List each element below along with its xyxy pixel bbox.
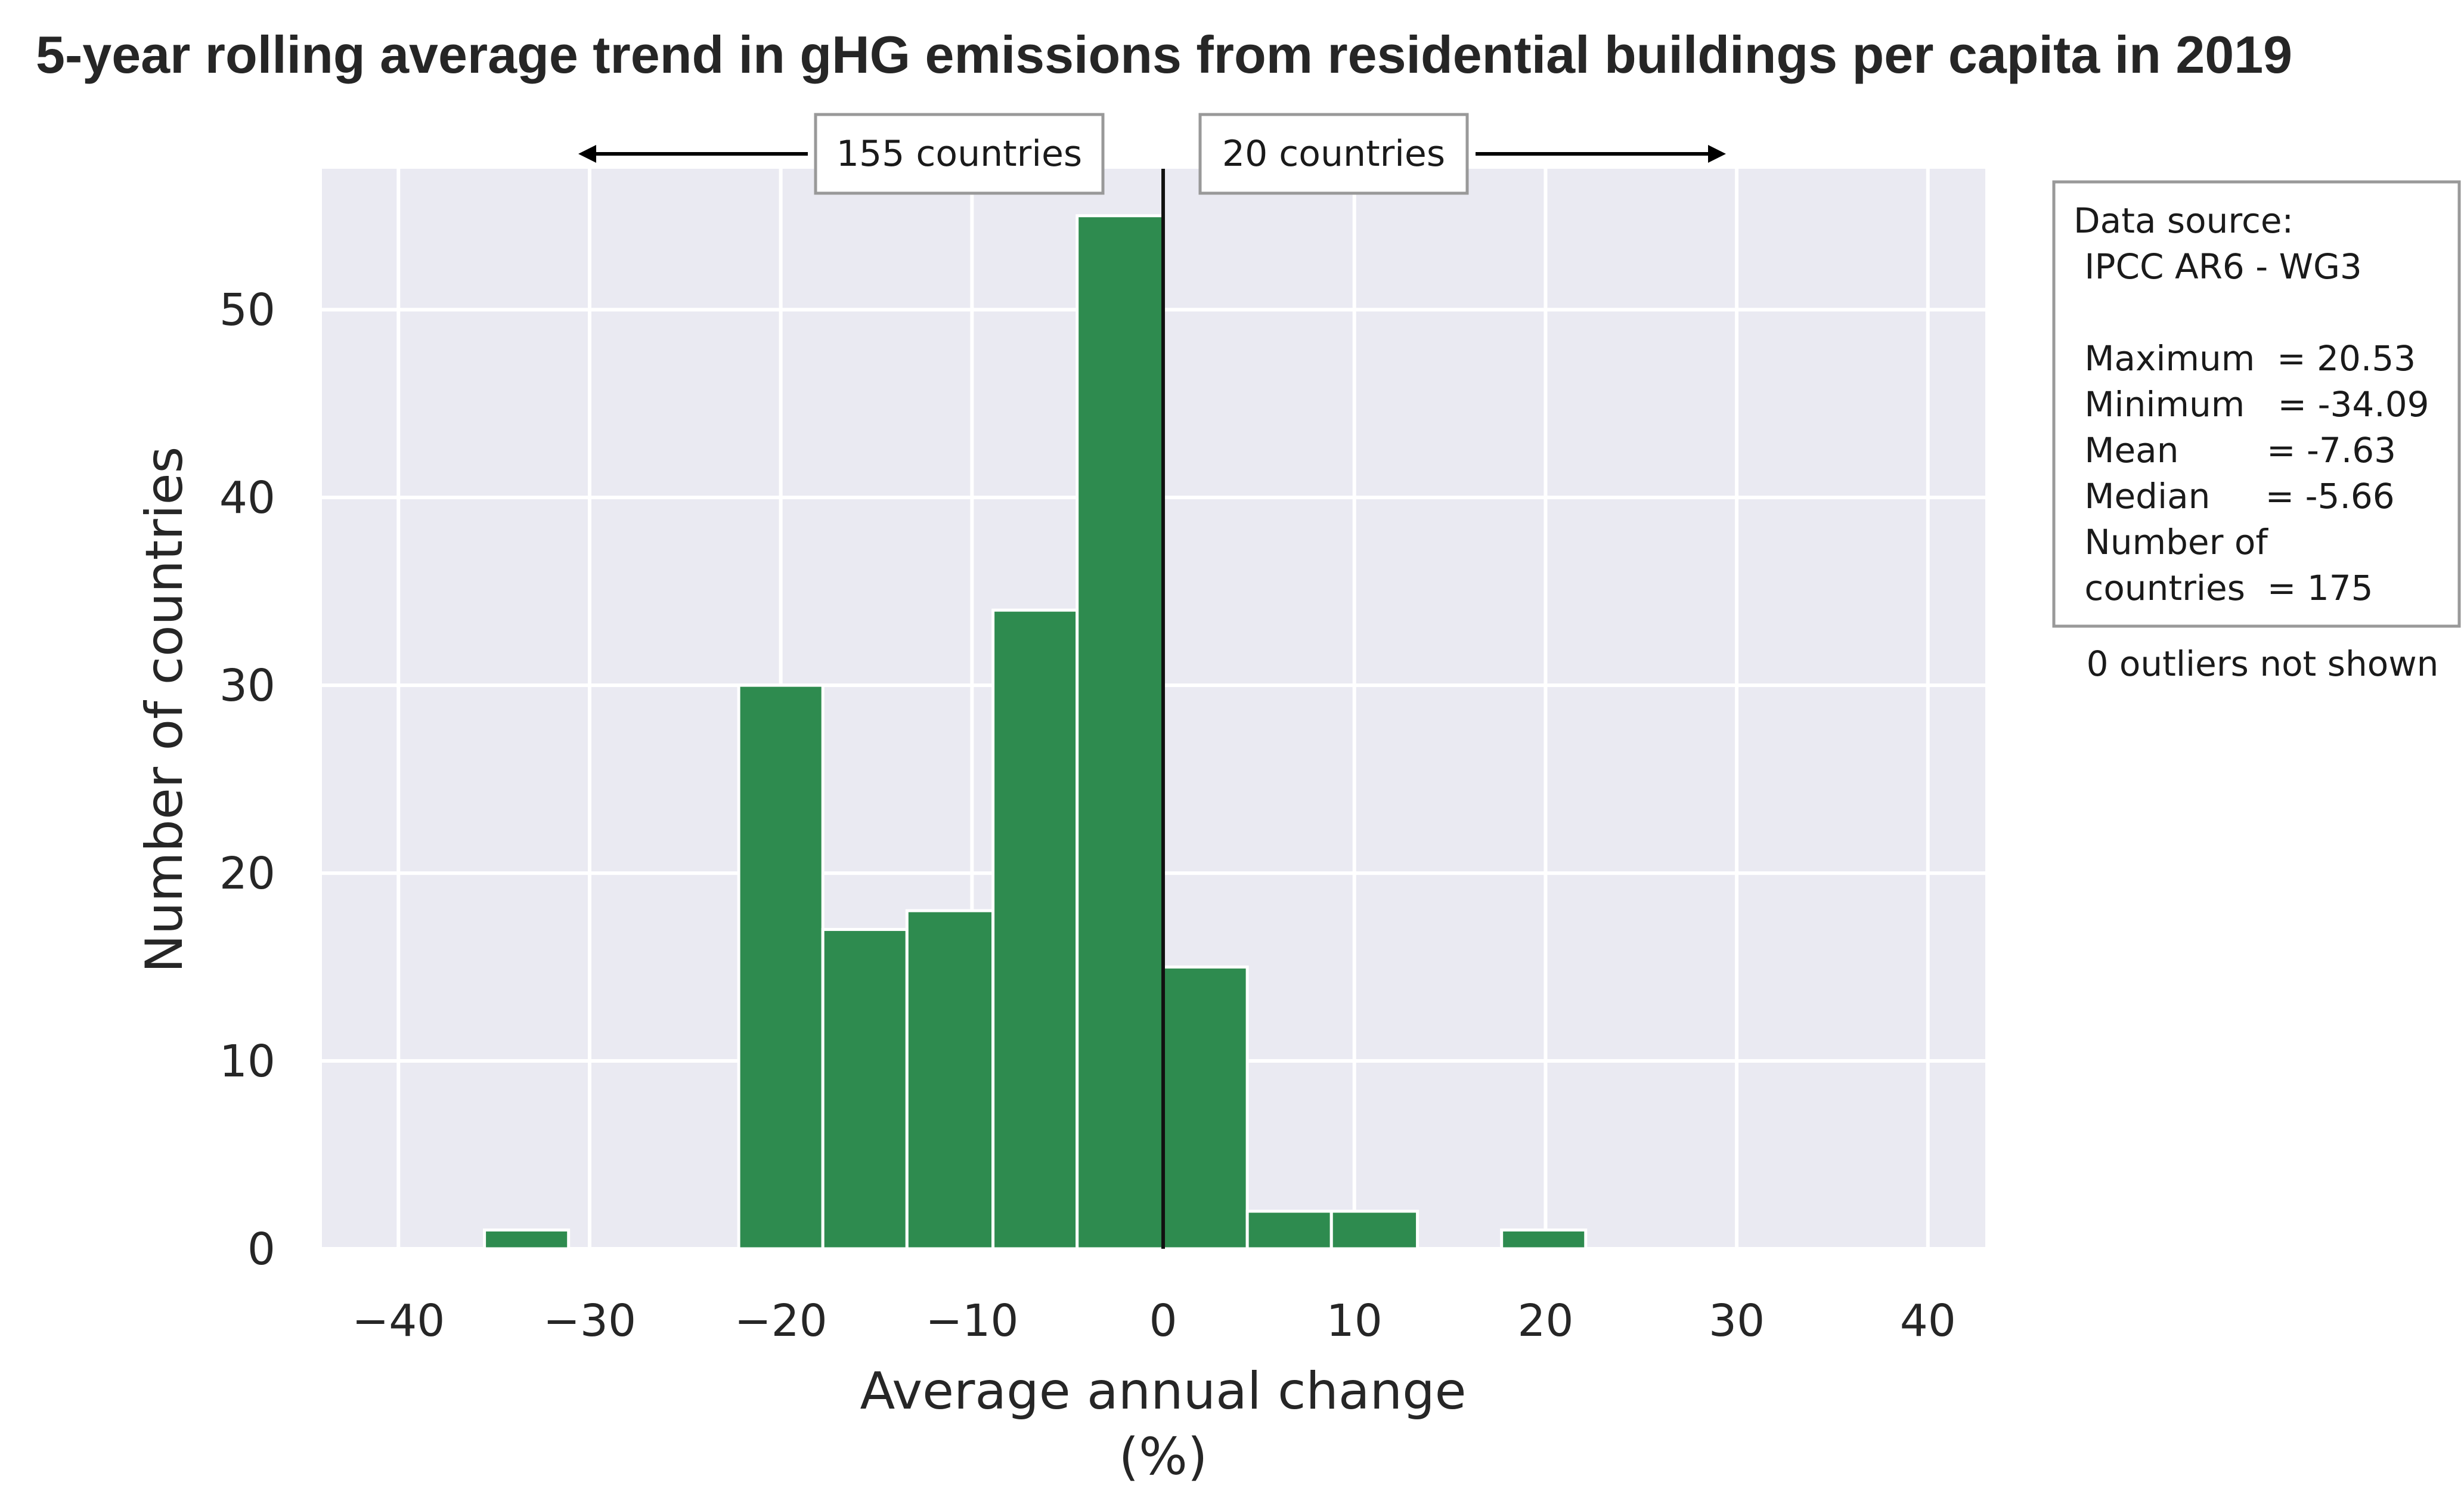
y-tick-label: 20 bbox=[219, 848, 275, 899]
x-tick-label: 30 bbox=[1709, 1295, 1765, 1347]
histogram-bar bbox=[821, 928, 909, 1251]
y-axis-label: Number of countries bbox=[135, 447, 194, 973]
histogram-bar bbox=[1245, 1209, 1333, 1251]
left-arrow-head bbox=[578, 145, 596, 163]
histogram-bar bbox=[483, 1229, 571, 1251]
x-tick-labels: −40 −30 −20 −10 0 10 20 30 40 bbox=[352, 1295, 1956, 1347]
info-line: Maximum = 20.53 bbox=[2074, 338, 2416, 379]
x-tick-label: −10 bbox=[925, 1295, 1018, 1347]
info-box-text: Data source: IPCC AR6 - WG3 Maximum = 20… bbox=[2074, 200, 2429, 608]
info-line: Median = -5.66 bbox=[2074, 476, 2395, 516]
chart-title: 5-year rolling average trend in gHG emis… bbox=[36, 25, 2292, 84]
histogram-bar bbox=[1500, 1229, 1588, 1251]
histogram-bar bbox=[737, 683, 825, 1251]
left-count-box bbox=[814, 113, 1105, 195]
x-tick-label: 10 bbox=[1326, 1295, 1383, 1347]
histogram-bar bbox=[1076, 214, 1165, 1251]
y-tick-label: 10 bbox=[219, 1036, 275, 1087]
right-count-box bbox=[1198, 113, 1469, 195]
left-count-label: 155 countries bbox=[836, 133, 1082, 175]
info-line: Mean = -7.63 bbox=[2074, 430, 2396, 471]
outliers-note: 0 outliers not shown bbox=[2087, 643, 2439, 684]
right-count-label: 20 countries bbox=[1222, 133, 1445, 175]
x-tick-label: 40 bbox=[1900, 1295, 1956, 1347]
x-tick-label: −30 bbox=[543, 1295, 636, 1347]
y-tick-label: 40 bbox=[219, 472, 275, 524]
x-tick-label: 0 bbox=[1149, 1295, 1177, 1347]
right-arrow-head bbox=[1708, 145, 1726, 163]
info-line: Number of bbox=[2074, 522, 2268, 562]
y-tick-label: 30 bbox=[219, 660, 275, 711]
bars-group bbox=[483, 214, 1588, 1251]
histogram-bar bbox=[1161, 966, 1249, 1251]
histogram-bar bbox=[905, 909, 995, 1251]
x-tick-label: −40 bbox=[352, 1295, 445, 1347]
y-tick-labels: 0 10 20 30 40 50 bbox=[219, 284, 275, 1275]
x-tick-label: −20 bbox=[734, 1295, 827, 1347]
x-tick-label: 20 bbox=[1517, 1295, 1573, 1347]
info-line: Minimum = -34.09 bbox=[2074, 384, 2429, 425]
histogram-bar bbox=[1329, 1209, 1419, 1251]
info-line: countries = 175 bbox=[2074, 568, 2373, 608]
info-box bbox=[2052, 180, 2461, 628]
y-tick-label: 50 bbox=[219, 284, 275, 336]
y-tick-label: 0 bbox=[247, 1224, 275, 1275]
x-axis-label: Average annual change (%) bbox=[860, 1361, 1466, 1487]
histogram-bar bbox=[991, 608, 1079, 1251]
info-line: IPCC AR6 - WG3 bbox=[2074, 246, 2362, 287]
info-line: Data source: bbox=[2074, 200, 2293, 241]
